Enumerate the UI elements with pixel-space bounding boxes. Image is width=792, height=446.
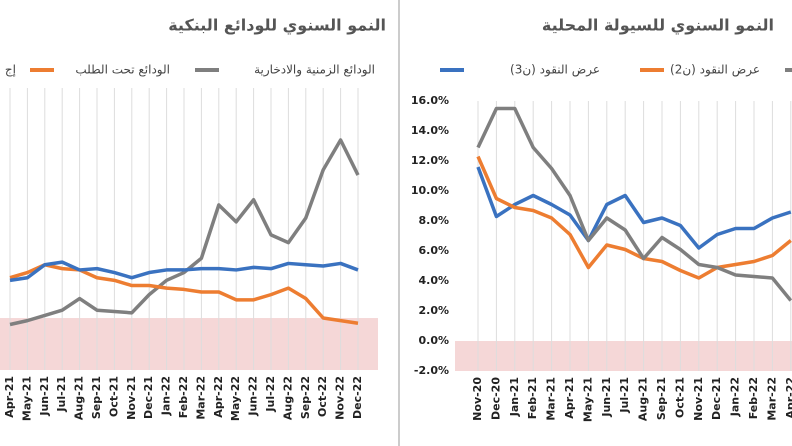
x-tick-label: Feb-21: [526, 377, 539, 419]
y-tick-label: 14.0%: [411, 124, 449, 137]
y-tick-label: 4.0%: [418, 274, 449, 287]
y-tick-label: 8.0%: [418, 214, 449, 227]
legend-label: عرض النقود (ن2): [670, 63, 760, 78]
line-series: [476, 155, 792, 280]
line-series: [476, 106, 792, 302]
y-tick-label: 6.0%: [418, 244, 449, 257]
x-tick-label: Oct-21: [107, 376, 120, 417]
x-tick-label: Sep-22: [299, 376, 312, 419]
line-series: [9, 138, 360, 327]
x-tick-label: May-22: [229, 376, 242, 421]
x-tick-label: Apr-21: [563, 377, 576, 419]
legend-label: الودائع تحت الطلب: [75, 63, 170, 78]
x-tick-label: Nov-22: [334, 376, 347, 420]
x-tick-label: Jan-22: [729, 377, 742, 417]
y-tick-label: 12.0%: [411, 154, 449, 167]
negative-band: [455, 341, 792, 371]
x-tick-label: Jul-21: [55, 376, 68, 413]
x-tick-label: May-21: [581, 377, 594, 422]
x-tick-label: Jul-22: [264, 376, 277, 413]
x-tick-label: Sep-21: [655, 377, 668, 420]
x-tick-label: Aug-22: [281, 376, 294, 420]
x-tick-label: Jan-22: [160, 376, 173, 416]
x-tick-label: Dec-20: [489, 377, 502, 420]
x-tick-label: Nov-20: [471, 377, 484, 421]
x-tick-label: Jan-21: [508, 377, 521, 417]
y-tick-label: 10.0%: [411, 184, 449, 197]
legend-label: الودائع الزمنية والادخارية: [254, 63, 375, 78]
legend-label: عرض النقود (ن3): [510, 63, 600, 78]
x-tick-label: Dec-21: [710, 377, 723, 420]
x-tick-label: Aug-21: [637, 377, 650, 421]
line-series: [9, 262, 359, 325]
x-tick-label: Apr-21: [3, 376, 16, 418]
x-tick-label: Dec-21: [142, 376, 155, 419]
x-tick-label: Oct-21: [673, 377, 686, 418]
x-tick-label: Sep-21: [90, 376, 103, 419]
x-tick-label: Mar-21: [545, 377, 558, 421]
x-tick-label: Aug-21: [73, 376, 86, 420]
x-tick-label: Jun-22: [247, 376, 260, 417]
x-tick-label: Mar-22: [194, 376, 207, 420]
x-tick-label: Jul-21: [618, 377, 631, 414]
line-series: [476, 166, 792, 250]
x-tick-label: Nov-21: [125, 376, 138, 420]
legend-label: إج: [5, 63, 16, 77]
x-tick-label: Feb-22: [747, 377, 760, 419]
x-tick-label: Jun-21: [600, 377, 613, 418]
x-tick-label: Jun-21: [38, 376, 51, 417]
x-tick-label: Mar-22: [765, 377, 778, 421]
negative-band: [0, 318, 378, 370]
x-tick-label: Oct-22: [316, 376, 329, 417]
y-tick-label: 0.0%: [418, 334, 449, 347]
x-tick-label: Apr-22: [212, 376, 225, 418]
x-tick-label: Feb-22: [177, 376, 190, 418]
x-tick-label: Dec-22: [351, 376, 364, 419]
x-tick-label: Nov-21: [692, 377, 705, 421]
y-tick-label: 2.0%: [418, 304, 449, 317]
y-tick-label: -2.0%: [414, 364, 449, 377]
chart-title: النمو السنوي للسيولة المحلية: [542, 16, 774, 36]
x-tick-label: May-21: [20, 376, 33, 421]
x-tick-label: Apr-22: [784, 377, 792, 419]
chart-title: النمو السنوي للودائع البنكية: [168, 16, 386, 36]
y-tick-label: 16.0%: [411, 94, 449, 107]
line-series: [9, 260, 359, 283]
